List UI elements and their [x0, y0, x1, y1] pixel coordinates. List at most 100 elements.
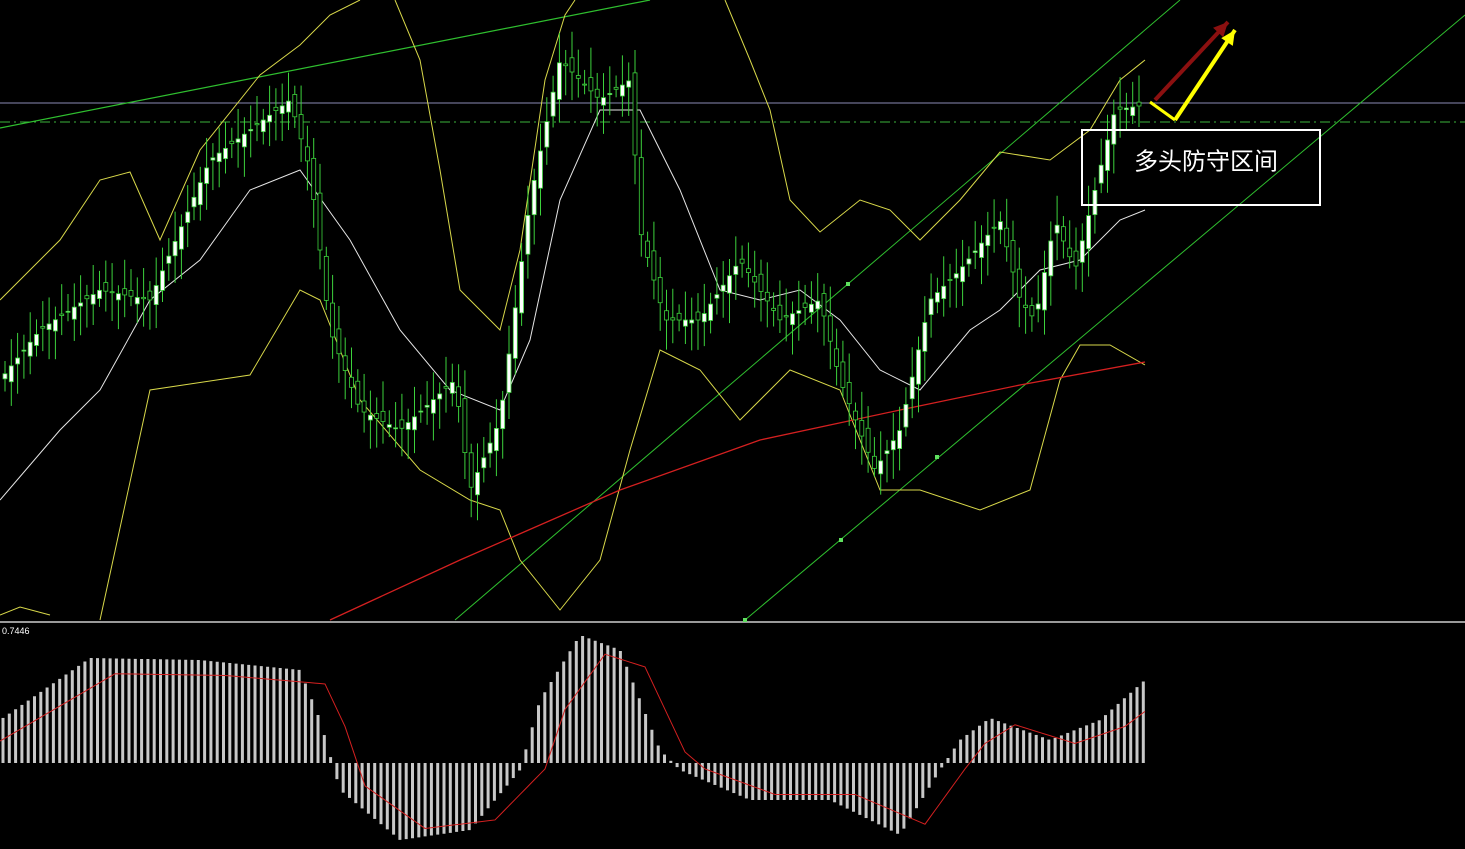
candle-body	[607, 93, 613, 95]
candle-body	[412, 416, 417, 431]
candle-body	[897, 430, 902, 450]
candle-body	[764, 291, 770, 302]
candle-body	[210, 157, 216, 161]
band-lower	[99, 289, 1146, 621]
candle-body	[59, 313, 65, 316]
candle-body	[2, 373, 8, 380]
candle-body	[361, 400, 367, 413]
candle-body	[821, 293, 827, 317]
yellow-arrow	[1149, 100, 1176, 122]
candle-body	[241, 133, 247, 148]
candle-body	[985, 234, 991, 246]
candle-body	[355, 380, 361, 405]
candle-body	[109, 291, 115, 294]
candle-body	[380, 410, 386, 422]
band-upper	[0, 0, 361, 301]
candle-body	[676, 312, 682, 321]
candle-body	[279, 105, 285, 114]
candle-body	[991, 226, 997, 229]
candle-body	[468, 452, 474, 488]
band-upper	[394, 0, 576, 331]
candle-body	[739, 258, 745, 264]
trend-line	[0, 0, 651, 129]
candle-body	[191, 196, 197, 208]
candle-body	[393, 427, 399, 430]
candle-body	[909, 376, 915, 400]
candle-body	[286, 100, 291, 113]
candle-body	[601, 97, 606, 106]
candle-body	[141, 296, 147, 300]
candle-body	[53, 319, 58, 332]
candle-body	[1054, 224, 1060, 234]
candle-body	[430, 399, 436, 414]
candle-body	[65, 310, 71, 313]
candle-body	[1035, 303, 1041, 310]
candle-body	[746, 268, 751, 274]
candle-body	[550, 91, 556, 117]
candle-body	[727, 275, 732, 294]
candle-body	[865, 427, 871, 453]
candle-body	[1136, 101, 1142, 107]
candle-body	[689, 319, 695, 324]
candle-body	[928, 298, 934, 315]
candle-body	[783, 315, 789, 318]
candle-body	[216, 152, 222, 163]
candle-body	[475, 472, 480, 496]
candle-body	[890, 440, 896, 451]
candle-body	[1124, 107, 1129, 111]
candle-body	[487, 442, 493, 454]
candle-body	[771, 307, 776, 311]
candle-body	[500, 399, 506, 430]
candle-body	[916, 349, 921, 385]
candle-body	[424, 404, 430, 408]
candle-body	[1098, 164, 1104, 184]
candle-body	[1086, 215, 1091, 250]
candle-body	[1029, 305, 1035, 317]
candle-body	[632, 72, 638, 156]
candle-body	[575, 75, 581, 79]
candle-body	[21, 349, 27, 352]
candle-body	[701, 313, 707, 323]
candle-body	[46, 323, 52, 331]
candle-body	[267, 114, 273, 123]
candle-body	[386, 424, 392, 428]
candle-body	[695, 311, 701, 321]
bear-arrow	[1153, 20, 1230, 102]
candle-body	[128, 290, 134, 297]
candle-body	[714, 294, 720, 299]
bear-arrow-head	[1213, 22, 1228, 38]
candle-body	[827, 315, 833, 342]
candle-body	[935, 292, 940, 303]
candle-body	[185, 211, 191, 223]
candle-body	[588, 77, 594, 92]
candle-body	[1073, 250, 1079, 267]
candle-body	[122, 288, 128, 296]
candle-body	[298, 114, 304, 140]
candle-body	[531, 179, 537, 216]
annotation-box	[1081, 129, 1321, 206]
candle-body	[229, 140, 235, 145]
candle-body	[960, 266, 965, 283]
candle-body	[342, 355, 348, 371]
band-lower	[0, 606, 51, 616]
candle-body	[178, 226, 184, 250]
candle-body	[223, 147, 228, 160]
candle-body	[311, 157, 317, 201]
candle-body	[557, 62, 562, 100]
candle-body	[563, 63, 569, 67]
candle-body	[1010, 240, 1016, 273]
candle-body	[796, 310, 802, 314]
candle-body	[903, 404, 909, 428]
candle-body	[620, 84, 625, 97]
candle-body	[966, 258, 972, 265]
macd-histogram	[1, 635, 1145, 840]
candle-body	[1048, 240, 1054, 277]
candle-body	[664, 310, 669, 321]
candle-body	[34, 333, 39, 346]
candle-body	[569, 57, 575, 73]
candle-body	[97, 289, 102, 300]
anchor-dot	[935, 455, 939, 459]
candle-body	[802, 302, 808, 308]
candle-body	[336, 328, 342, 355]
